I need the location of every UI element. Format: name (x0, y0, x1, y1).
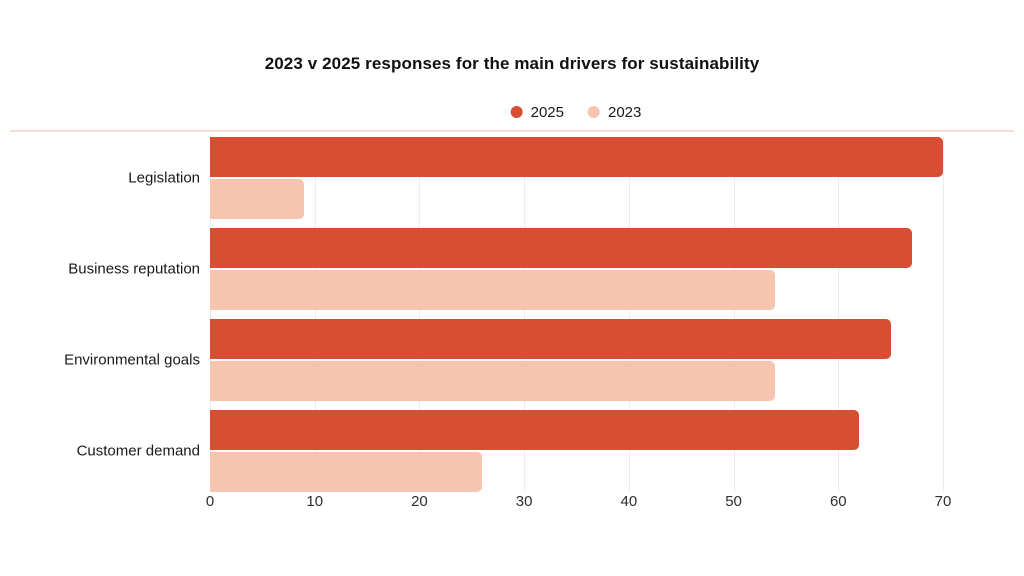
x-tick-label-20: 20 (411, 493, 428, 510)
x-tick-label-0: 0 (205, 493, 215, 510)
bar-2023-legislation (210, 179, 305, 219)
bar-2025-business-reputation (210, 228, 912, 268)
x-axis: 0 10 20 30 40 50 60 70 (206, 493, 952, 510)
plot-area: Legislation Business reputation Environmen… (64, 137, 944, 492)
bar-group-environmental-goals: Environmental goals (64, 319, 943, 401)
legend-label: 2025 (530, 103, 564, 121)
legend-dot-2025 (510, 106, 523, 118)
legend-item-2023[interactable]: 2023 (588, 104, 641, 121)
bar-group-legislation: Legislation (128, 137, 943, 219)
gridline-40 (628, 137, 630, 492)
x-tick-label-50: 50 (725, 493, 742, 510)
gridline-30 (524, 137, 526, 492)
gridline-10 (314, 137, 316, 492)
gridline-50 (733, 137, 735, 492)
chart-title: 2023 v 2025 responses for the main drive… (264, 54, 760, 73)
legend-label: 2023 (608, 103, 642, 121)
legend-dot-2023 (588, 106, 600, 118)
bar-2025-legislation (210, 137, 943, 177)
bar-2025-customer-demand (210, 410, 860, 450)
bar-group-business-reputation: Business reputation (68, 228, 943, 310)
x-tick-label-10: 10 (306, 493, 324, 510)
bar-2023-business-reputation (210, 270, 776, 310)
bar-2023-customer-demand (210, 452, 483, 492)
category-label-business-reputation: Business reputation (68, 260, 200, 278)
gridline-0 (210, 137, 211, 492)
x-tick-label-70: 70 (934, 493, 952, 510)
bar-group-customer-demand: Customer demand (77, 410, 943, 492)
category-label-legislation: Legislation (128, 169, 200, 187)
gridline-60 (838, 137, 840, 492)
category-label-environmental-goals: Environmental goals (64, 351, 200, 369)
legend-item-2025[interactable]: 2025 (510, 103, 564, 121)
bar-2023-environmental-goals (210, 361, 776, 401)
x-tick-label-40: 40 (620, 493, 638, 510)
gridline-20 (419, 137, 421, 492)
top-divider-line (10, 130, 1014, 132)
x-tick-label-30: 30 (515, 493, 533, 510)
category-label-customer-demand: Customer demand (76, 442, 200, 460)
bar-2025-environmental-goals (210, 319, 891, 359)
x-tick-label-60: 60 (829, 493, 847, 510)
bar-groups: Legislation Business reputation Environmen… (64, 137, 943, 492)
gridline-70 (943, 137, 944, 492)
legend: 2025 2023 (510, 103, 641, 121)
